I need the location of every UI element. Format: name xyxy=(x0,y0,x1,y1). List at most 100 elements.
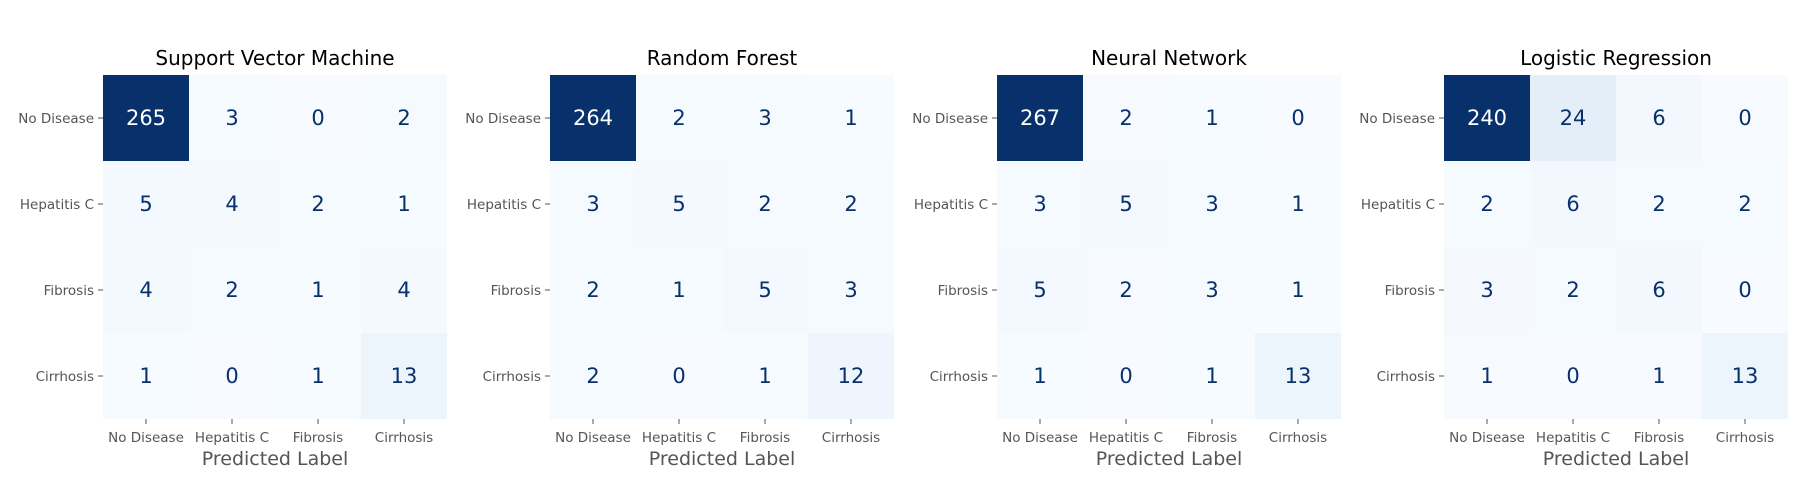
y-tick-label: No Disease xyxy=(912,111,988,127)
cell-value-label: 13 xyxy=(1285,364,1312,388)
cell-value-label: 1 xyxy=(1205,106,1218,130)
heatmap-cell xyxy=(636,247,722,333)
cell-value-label: 2 xyxy=(1480,192,1493,216)
heatmap-cell xyxy=(1169,75,1255,161)
cell-value-label: 5 xyxy=(139,192,152,216)
chart-title: Neural Network xyxy=(1091,46,1247,70)
cell-value-label: 2 xyxy=(586,364,599,388)
heatmap-cell xyxy=(275,333,361,419)
cell-value-label: 2 xyxy=(225,278,238,302)
x-tick-label: No Disease xyxy=(108,430,184,446)
cell-value-label: 12 xyxy=(838,364,865,388)
cell-value-label: 1 xyxy=(672,278,685,302)
y-tick-label: No Disease xyxy=(1359,111,1435,127)
heatmap-cell xyxy=(808,247,894,333)
y-tick-label: No Disease xyxy=(465,111,541,127)
x-tick-label: Fibrosis xyxy=(740,430,790,446)
heatmap-cell xyxy=(636,75,722,161)
heatmap-cell xyxy=(1169,333,1255,419)
x-tick-label: Fibrosis xyxy=(1187,430,1237,446)
heatmap-panel-2: Random Forest 264 2 3 1 3 5 2 2 2 1 5 3 2 0 1 12 No Disea… xyxy=(465,46,894,470)
heatmap-cell xyxy=(550,247,636,333)
heatmap-cell xyxy=(1444,161,1530,247)
cell-value-label: 3 xyxy=(225,106,238,130)
chart-title: Logistic Regression xyxy=(1520,46,1712,70)
heatmap-cell xyxy=(808,161,894,247)
heatmap-cell xyxy=(722,75,808,161)
heatmap-cell xyxy=(1530,333,1616,419)
cell-value-label: 0 xyxy=(1566,364,1579,388)
heatmap-cell xyxy=(361,247,447,333)
heatmap-cell xyxy=(1702,247,1788,333)
x-axis-label: Predicted Label xyxy=(1096,448,1243,470)
cell-value-label: 3 xyxy=(1205,278,1218,302)
cell-value-label: 1 xyxy=(1291,192,1304,216)
cell-value-label: 1 xyxy=(758,364,771,388)
x-tick-label: Cirrhosis xyxy=(375,430,433,446)
heatmap-cell xyxy=(103,247,189,333)
heatmap-cell xyxy=(1255,247,1341,333)
x-tick-label: Cirrhosis xyxy=(822,430,880,446)
heatmap-cell xyxy=(722,333,808,419)
cell-value-label: 2 xyxy=(1566,278,1579,302)
heatmap-cell xyxy=(1616,161,1702,247)
heatmap-cell xyxy=(103,333,189,419)
cell-value-label: 3 xyxy=(586,192,599,216)
cell-value-label: 1 xyxy=(311,278,324,302)
cell-value-label: 3 xyxy=(758,106,771,130)
cell-value-label: 2 xyxy=(758,192,771,216)
cell-value-label: 1 xyxy=(311,364,324,388)
x-tick-label: Hepatitis C xyxy=(1089,430,1163,446)
y-tick-label: No Disease xyxy=(18,111,94,127)
heatmap-panel-4: Logistic Regression 240 24 6 0 2 6 2 2 3 2 6 0 1 0 1 13 N… xyxy=(1359,46,1788,470)
y-tick-label: Hepatitis C xyxy=(914,197,988,213)
cell-value-label: 1 xyxy=(1652,364,1665,388)
cell-value-label: 6 xyxy=(1652,278,1665,302)
cell-value-label: 1 xyxy=(844,106,857,130)
cell-value-label: 240 xyxy=(1467,106,1507,130)
heatmap-cell xyxy=(1083,333,1169,419)
heatmap-cell xyxy=(189,333,275,419)
heatmap-cell xyxy=(103,75,189,161)
cell-value-label: 6 xyxy=(1652,106,1665,130)
chart-title: Random Forest xyxy=(647,46,798,70)
heatmap-cell xyxy=(1169,161,1255,247)
heatmap-cell xyxy=(722,247,808,333)
heatmap-cell xyxy=(1255,161,1341,247)
heatmap-cell xyxy=(1169,247,1255,333)
cell-value-label: 2 xyxy=(397,106,410,130)
heatmap-cell xyxy=(1616,247,1702,333)
cell-value-label: 0 xyxy=(1291,106,1304,130)
heatmap-cell xyxy=(808,75,894,161)
heatmap-cell xyxy=(1444,75,1530,161)
y-tick-label: Cirrhosis xyxy=(36,369,94,385)
x-tick-label: Cirrhosis xyxy=(1716,430,1774,446)
heatmap-cell xyxy=(1255,333,1341,419)
y-tick-label: Hepatitis C xyxy=(1361,197,1435,213)
x-tick-label: Cirrhosis xyxy=(1269,430,1327,446)
x-tick-label: Hepatitis C xyxy=(1536,430,1610,446)
heatmap-cell xyxy=(1444,247,1530,333)
cell-value-label: 0 xyxy=(672,364,685,388)
y-tick-label: Cirrhosis xyxy=(930,369,988,385)
y-tick-label: Hepatitis C xyxy=(20,197,94,213)
cell-value-label: 3 xyxy=(1033,192,1046,216)
heatmap-cell xyxy=(1255,75,1341,161)
heatmap-cell xyxy=(550,161,636,247)
heatmap-cell xyxy=(1083,161,1169,247)
cell-value-label: 265 xyxy=(126,106,166,130)
x-tick-label: Fibrosis xyxy=(293,430,343,446)
heatmap-cell xyxy=(1616,333,1702,419)
cell-value-label: 0 xyxy=(1738,278,1751,302)
cell-value-label: 0 xyxy=(311,106,324,130)
cell-value-label: 3 xyxy=(1205,192,1218,216)
heatmap-cell xyxy=(1083,75,1169,161)
heatmap-cell xyxy=(275,247,361,333)
heatmap-cell xyxy=(1083,247,1169,333)
heatmap-panel-3: Neural Network 267 2 1 0 3 5 3 1 5 2 3 1 1 0 1 13 No Dise… xyxy=(912,46,1341,470)
x-tick-label: No Disease xyxy=(555,430,631,446)
cell-value-label: 24 xyxy=(1560,106,1587,130)
cell-value-label: 1 xyxy=(1480,364,1493,388)
heatmap-cell xyxy=(103,161,189,247)
